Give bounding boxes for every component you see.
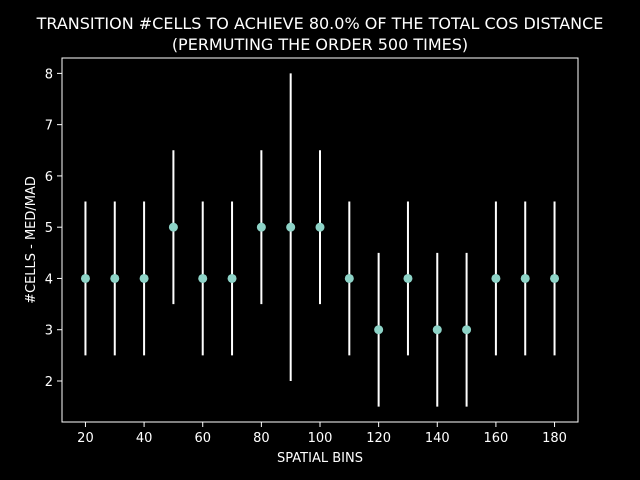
data-point [315,222,325,232]
chart-title: TRANSITION #CELLS TO ACHIEVE 80.0% OF TH… [36,14,604,33]
data-point [374,325,384,335]
data-point [110,273,120,283]
data-point [227,273,237,283]
x-tick-label: 160 [483,431,508,446]
y-tick-label: 4 [45,272,53,287]
errorbars [84,73,556,407]
data-point [139,273,149,283]
x-tick-label: 40 [136,431,153,446]
y-tick-label: 5 [45,221,53,236]
y-tick-label: 3 [45,324,53,339]
data-point [491,273,501,283]
x-tick-label: 100 [308,431,333,446]
data-point [80,273,90,283]
x-axis-label: SPATIAL BINS [277,451,363,466]
data-points [80,222,560,335]
data-point [403,273,413,283]
y-tick-label: 8 [45,67,53,82]
x-axis-ticks: 20 40 60 80 100 120 140 160 180 [77,422,567,446]
x-tick-label: 140 [425,431,450,446]
y-axis-ticks: 2 3 4 5 6 7 8 [45,67,62,390]
data-point [286,222,296,232]
x-tick-label: 80 [253,431,270,446]
x-tick-label: 120 [366,431,391,446]
data-point [344,273,354,283]
y-axis-label: #CELLS - MED/MAD [24,176,39,304]
y-tick-label: 2 [45,375,53,390]
chart-subtitle: (PERMUTING THE ORDER 500 TIMES) [172,35,468,54]
data-point [432,325,442,335]
data-point [256,222,266,232]
data-point [198,273,208,283]
y-tick-label: 6 [45,170,53,185]
data-point [168,222,178,232]
x-tick-label: 60 [194,431,211,446]
x-tick-label: 20 [77,431,94,446]
data-point [520,273,530,283]
x-tick-label: 180 [542,431,567,446]
data-point [550,273,560,283]
y-tick-label: 7 [45,119,53,134]
data-point [462,325,472,335]
